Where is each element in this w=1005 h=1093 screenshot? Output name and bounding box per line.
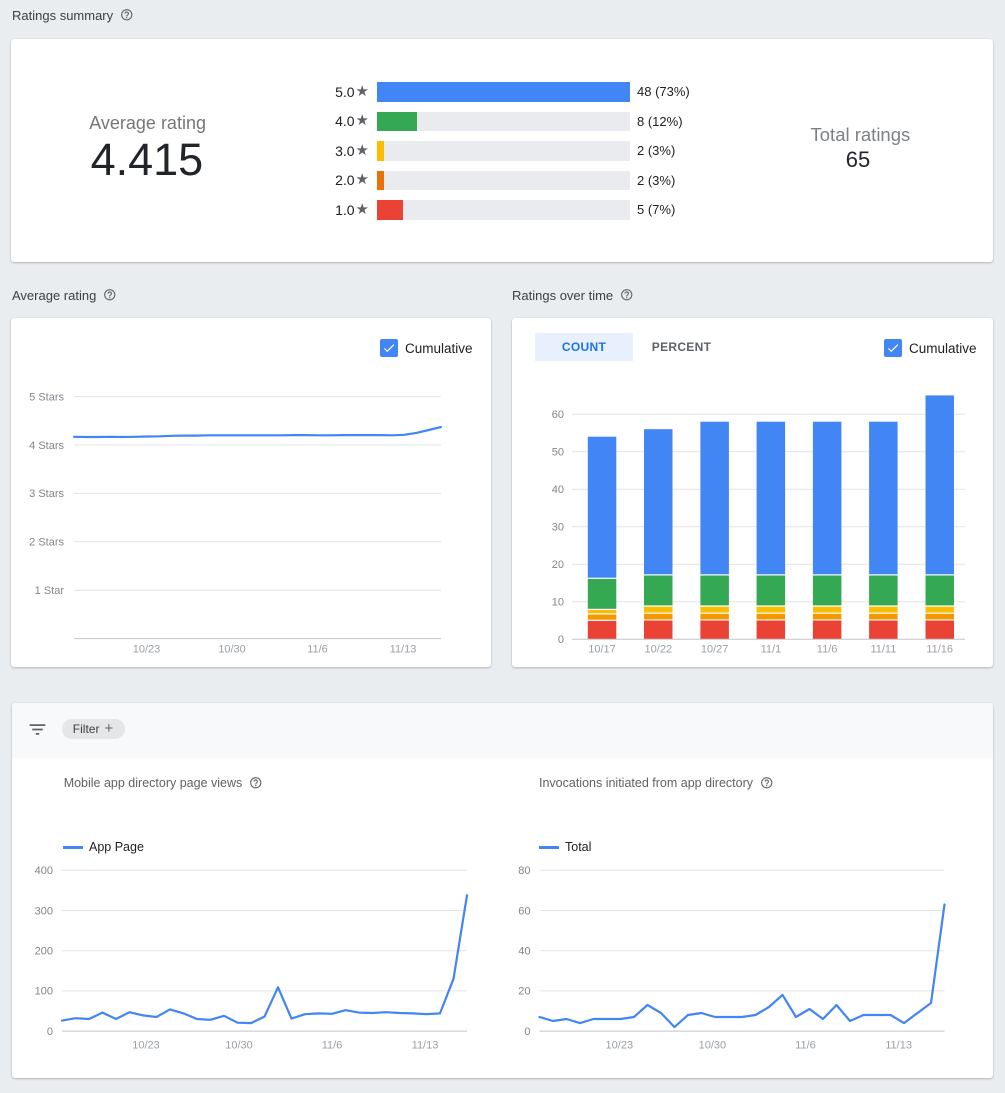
svg-text:20: 20 — [518, 986, 530, 998]
svg-text:11/6: 11/6 — [322, 1040, 343, 1052]
svg-text:60: 60 — [518, 905, 530, 917]
svg-text:11/13: 11/13 — [390, 644, 417, 656]
svg-text:2 Stars: 2 Stars — [29, 537, 64, 549]
svg-text:50: 50 — [552, 447, 564, 459]
svg-text:11/13: 11/13 — [412, 1040, 439, 1052]
svg-text:11/16: 11/16 — [926, 644, 953, 656]
svg-text:0: 0 — [524, 1026, 530, 1038]
svg-text:200: 200 — [35, 946, 53, 958]
svg-text:60: 60 — [552, 409, 564, 421]
svg-text:400: 400 — [35, 865, 53, 877]
svg-text:40: 40 — [552, 484, 564, 496]
svg-text:10/27: 10/27 — [701, 644, 729, 656]
svg-text:40: 40 — [518, 946, 530, 958]
svg-text:3 Stars: 3 Stars — [29, 488, 64, 500]
svg-text:5 Stars: 5 Stars — [29, 391, 64, 403]
svg-text:10: 10 — [552, 597, 564, 609]
svg-text:20: 20 — [552, 559, 564, 571]
svg-text:10/23: 10/23 — [132, 1040, 160, 1052]
svg-text:11/13: 11/13 — [885, 1040, 912, 1052]
svg-text:10/30: 10/30 — [225, 1040, 253, 1052]
svg-text:1 Star: 1 Star — [35, 585, 65, 597]
svg-text:80: 80 — [518, 865, 530, 877]
svg-text:300: 300 — [35, 905, 53, 917]
svg-text:10/30: 10/30 — [218, 644, 246, 656]
svg-text:30: 30 — [552, 522, 564, 534]
svg-text:10/22: 10/22 — [645, 644, 673, 656]
svg-text:11/1: 11/1 — [761, 644, 782, 656]
svg-text:11/6: 11/6 — [817, 644, 838, 656]
svg-text:10/17: 10/17 — [588, 644, 616, 656]
svg-text:0: 0 — [47, 1026, 53, 1038]
svg-text:4 Stars: 4 Stars — [29, 440, 64, 452]
svg-text:11/6: 11/6 — [307, 644, 328, 656]
svg-text:10/23: 10/23 — [606, 1040, 634, 1052]
svg-text:0: 0 — [558, 634, 564, 646]
svg-text:100: 100 — [35, 986, 53, 998]
svg-text:10/30: 10/30 — [699, 1040, 727, 1052]
svg-text:10/23: 10/23 — [133, 644, 161, 656]
svg-text:11/6: 11/6 — [795, 1040, 816, 1052]
svg-text:11/11: 11/11 — [870, 644, 896, 656]
